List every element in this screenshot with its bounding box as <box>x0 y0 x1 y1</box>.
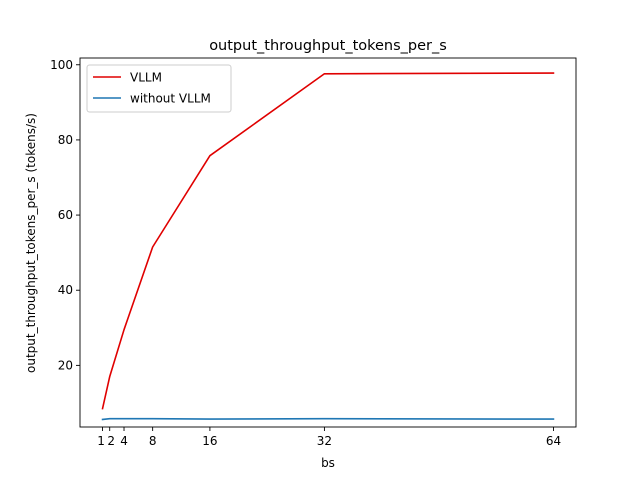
x-tick-label-0: 1 <box>97 434 105 448</box>
legend-label-0: VLLM <box>130 71 162 85</box>
series-line-1 <box>101 417 555 421</box>
x-tick-label-1: 2 <box>107 434 115 448</box>
y-axis-label: output_throughput_tokens_per_s (tokens/s… <box>24 113 38 373</box>
x-tick-label-3: 8 <box>149 434 157 448</box>
y-tick-label-0: 20 <box>58 358 73 372</box>
x-axis-label: bs <box>321 456 335 470</box>
axes-frame <box>79 57 577 428</box>
legend-box <box>86 64 232 113</box>
x-tick-label-6: 64 <box>546 434 561 448</box>
y-tick-label-3: 80 <box>58 133 73 147</box>
x-tick-label-4: 16 <box>202 434 217 448</box>
plot-area: 1 2 4 8 16 32 64 20 40 60 80 100 <box>50 57 577 448</box>
y-tick-label-1: 40 <box>58 283 73 297</box>
chart-title: output_throughput_tokens_per_s <box>209 38 447 54</box>
y-tick-label-2: 60 <box>58 208 73 222</box>
series-line-0 <box>101 72 555 410</box>
legend: VLLM without VLLM <box>86 64 232 113</box>
x-tick-label-5: 32 <box>317 434 332 448</box>
y-tick-label-4: 100 <box>50 58 73 72</box>
legend-label-1: without VLLM <box>130 92 211 106</box>
x-tick-label-2: 4 <box>120 434 128 448</box>
